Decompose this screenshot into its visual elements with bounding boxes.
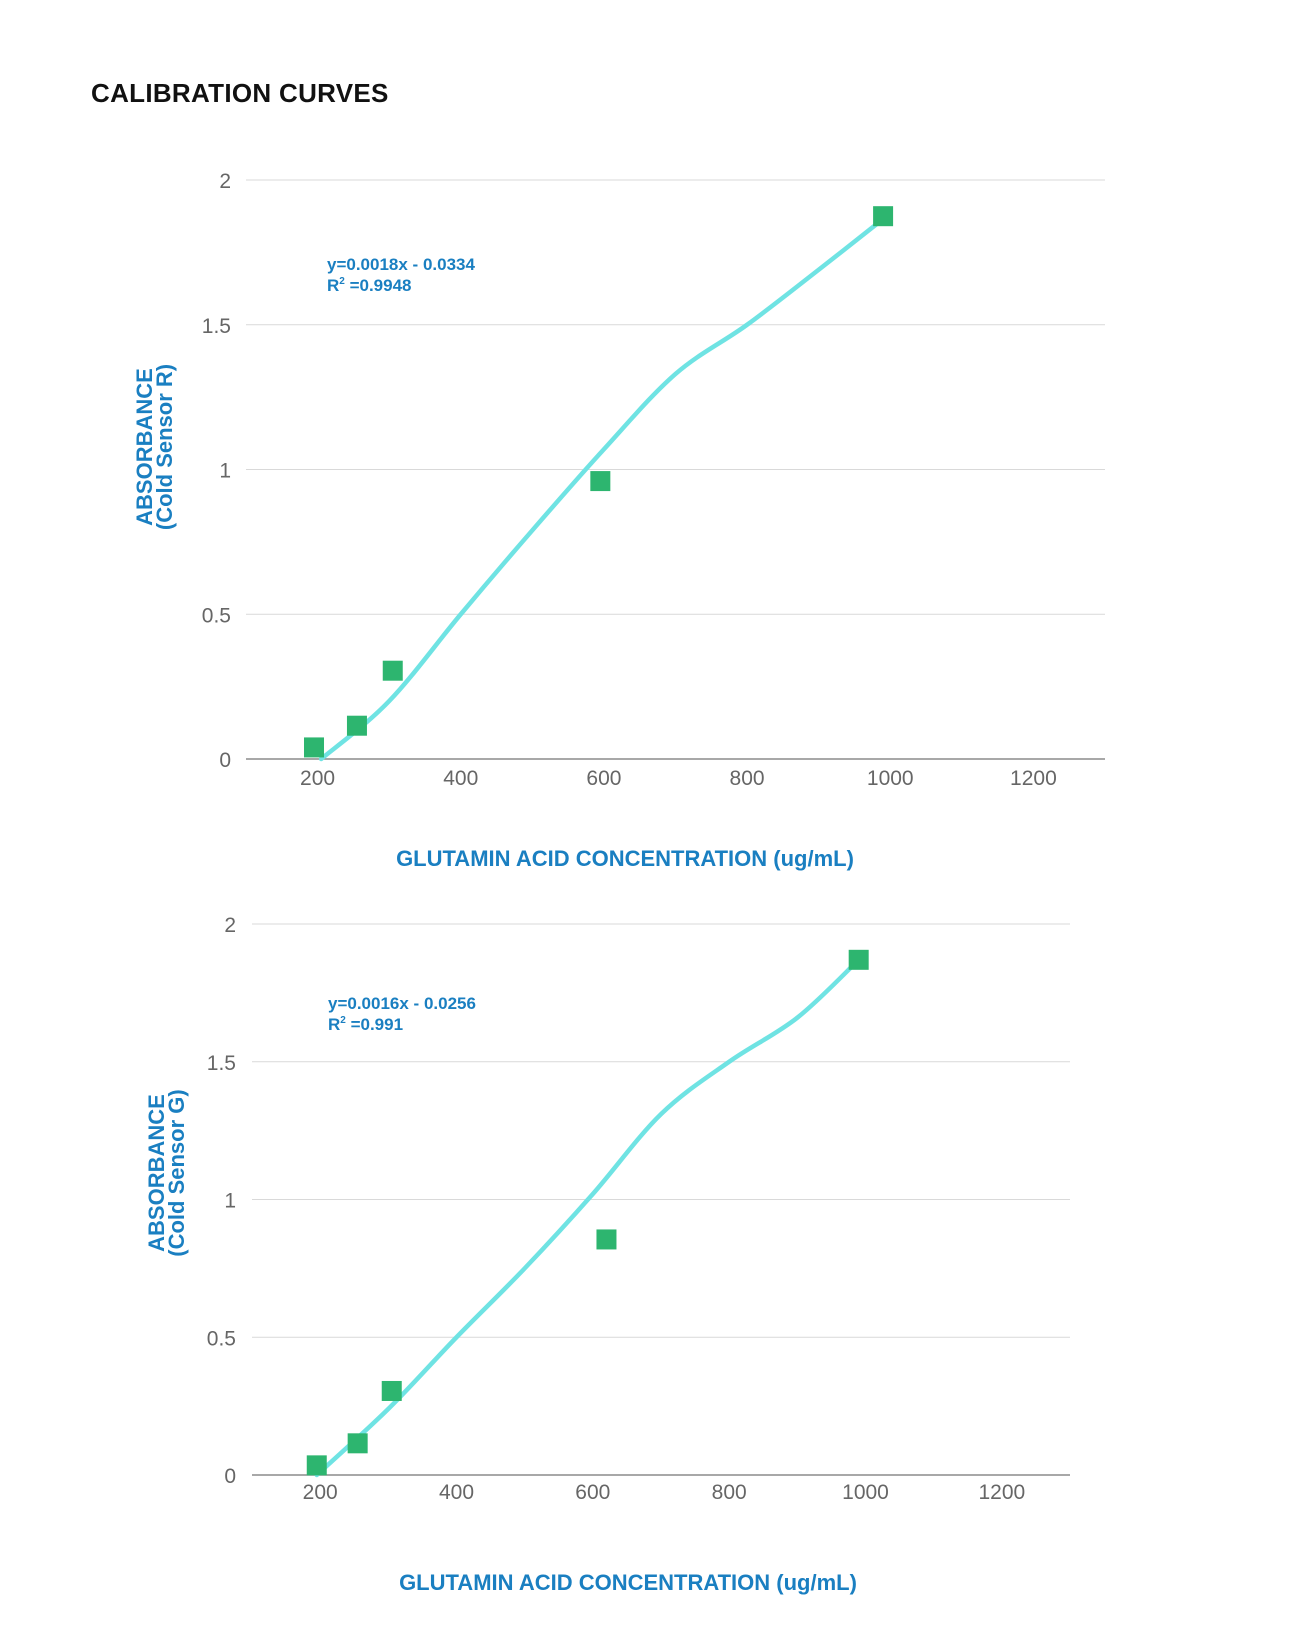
data-point-marker	[590, 471, 611, 492]
data-point-marker	[347, 1433, 368, 1454]
y-tick-label: 0.5	[202, 604, 231, 627]
x-tick-label: 1200	[978, 1481, 1025, 1504]
y-tick-label: 2	[219, 170, 231, 193]
y-tick-label: 1	[219, 460, 231, 483]
r-squared: R2 =0.991	[328, 1015, 403, 1034]
data-point-marker	[873, 206, 894, 227]
x-tick-label: 600	[586, 767, 621, 790]
data-point-marker	[848, 949, 869, 970]
x-tick-label: 1000	[842, 1481, 889, 1504]
x-tick-label: 600	[575, 1481, 610, 1504]
regression-equation: y=0.0018x - 0.0334	[327, 255, 475, 274]
x-tick-label: 1000	[867, 767, 914, 790]
fit-curve	[314, 957, 861, 1478]
y-axis-title: ABSORBANCE(Cold Sensor G)	[144, 1089, 189, 1256]
x-axis-title: GLUTAMIN ACID CONCENTRATION (ug/mL)	[396, 846, 854, 871]
x-tick-label: 800	[712, 1481, 747, 1504]
page-title: CALIBRATION CURVES	[91, 78, 389, 108]
data-point-marker	[306, 1455, 327, 1476]
x-tick-label: 200	[303, 1481, 338, 1504]
y-tick-label: 1	[224, 1190, 236, 1213]
x-tick-label: 800	[730, 767, 765, 790]
y-tick-label: 2	[224, 914, 236, 937]
data-point-marker	[596, 1229, 617, 1250]
y-axis-title: ABSORBANCE(Cold Sensor R)	[132, 364, 177, 530]
x-tick-label: 400	[443, 767, 478, 790]
x-axis-title: GLUTAMIN ACID CONCENTRATION (ug/mL)	[399, 1570, 857, 1595]
fit-curve	[318, 213, 889, 762]
x-tick-label: 1200	[1010, 767, 1057, 790]
y-tick-label: 0.5	[207, 1327, 236, 1350]
data-point-marker	[382, 660, 403, 681]
y-tick-label: 1.5	[207, 1052, 236, 1075]
data-point-marker	[304, 737, 325, 758]
data-point-marker	[381, 1380, 402, 1401]
regression-equation: y=0.0016x - 0.0256	[328, 994, 476, 1013]
r-squared: R2 =0.9948	[327, 276, 412, 295]
y-tick-label: 0	[224, 1465, 236, 1488]
x-tick-label: 400	[439, 1481, 474, 1504]
y-tick-label: 1.5	[202, 315, 231, 338]
data-point-marker	[346, 715, 367, 736]
y-tick-label: 0	[219, 749, 231, 772]
calibration-chart-sensor-r: 0 0.5 1 1.5 2 200 400 600 800 1000 1200 y=0.0018x -…	[132, 170, 1105, 871]
x-tick-label: 200	[300, 767, 335, 790]
